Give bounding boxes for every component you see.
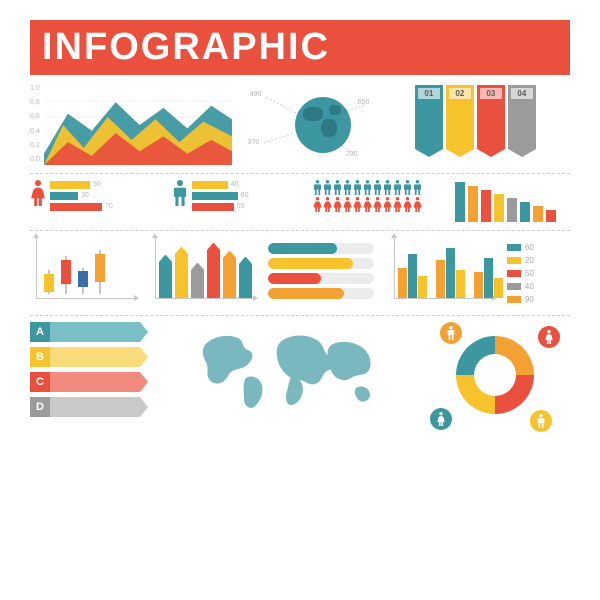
ribbon-tab[interactable]: 03 [477, 85, 505, 149]
letter-ribbon[interactable]: A [30, 322, 140, 342]
row-3: 6020504090 [30, 237, 570, 307]
ribbon-tab[interactable]: 01 [415, 85, 443, 149]
pill-bars [268, 237, 373, 299]
globe-label: 490 [250, 91, 262, 98]
globe-block: 490 650 370 200 [246, 85, 401, 165]
ribbon-tabs: 01020304 [415, 85, 570, 165]
header-banner: INFOGRAPHIC [30, 20, 570, 75]
ribbon-tab[interactable]: 02 [446, 85, 474, 149]
world-map [180, 322, 406, 422]
ribbon-tab[interactable]: 04 [508, 85, 536, 149]
mini-bar-chart [455, 180, 570, 222]
letter-ribbon[interactable]: C [30, 372, 140, 392]
area-chart: 1,00,80,60,40,20,0 [30, 85, 232, 165]
male-icon [172, 180, 188, 211]
female-icon [30, 180, 46, 211]
male-bars: 456055 [172, 180, 300, 211]
candlestick-chart [30, 237, 135, 307]
globe-icon [295, 97, 351, 153]
row-4: ABCD [30, 322, 570, 432]
globe-label: 650 [358, 99, 370, 106]
area-svg [44, 85, 232, 165]
female-bars: 503070 [30, 180, 158, 211]
people-array [313, 180, 441, 212]
donut-badge [440, 322, 462, 344]
globe-label: 200 [346, 151, 358, 158]
donut-badge [530, 410, 552, 432]
grouped-bar-chart [388, 237, 493, 307]
row-1: 1,00,80,60,40,20,0 490 650 370 200 01020304 [30, 85, 570, 165]
letter-ribbon[interactable]: B [30, 347, 140, 367]
area-yaxis: 1,00,80,60,40,20,0 [30, 85, 40, 165]
page-title: INFOGRAPHIC [42, 26, 558, 69]
globe-label: 370 [248, 139, 260, 146]
donut-chart [430, 322, 560, 432]
letter-ribbons: ABCD [30, 322, 166, 417]
legend: 6020504090 [507, 237, 570, 304]
row-2: 503070 456055 [30, 180, 570, 222]
donut-badge [538, 326, 560, 348]
donut-badge [430, 408, 452, 430]
letter-ribbon[interactable]: D [30, 397, 140, 417]
arrow-bar-chart [149, 237, 254, 307]
